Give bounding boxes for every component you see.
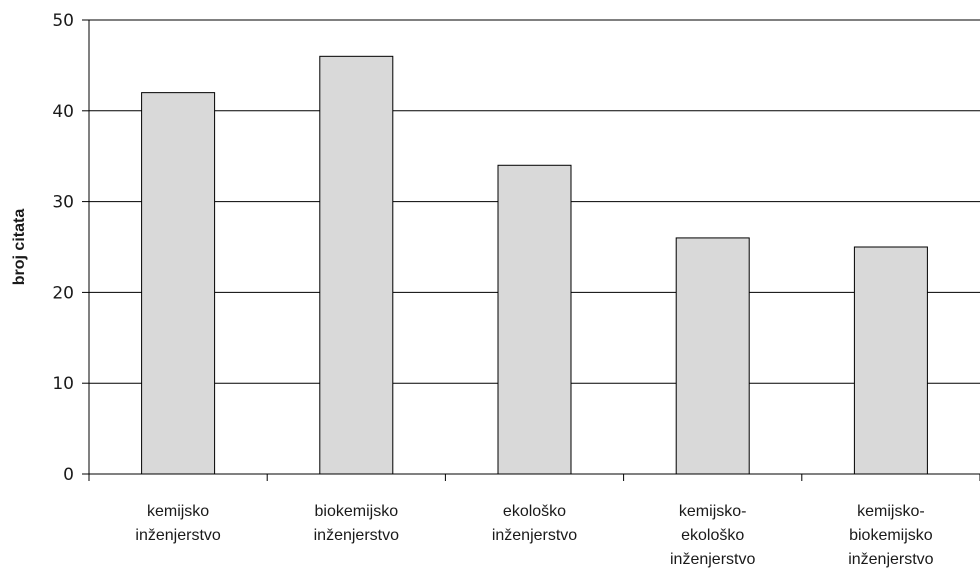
axes (82, 19, 980, 481)
x-category-label: kemijsko-biokemijsko inženjerstvo (848, 503, 933, 568)
x-category-label-line: inženjerstvo (848, 551, 933, 568)
x-category-label: biokemijsko inženjerstvo (314, 503, 399, 544)
bar (497, 164, 572, 475)
bar (853, 246, 928, 475)
y-tick-label: 20 (52, 283, 74, 303)
x-category-label: ekološko inženjerstvo (492, 503, 577, 544)
x-category-label-line: inženjerstvo (135, 527, 220, 544)
y-tick-label: 50 (52, 11, 74, 31)
x-category-label-line: inženjerstvo (670, 551, 755, 568)
bars (141, 55, 928, 475)
x-category-label-line: ekološko (681, 527, 744, 544)
x-category-labels: kemijsko inženjerstvo biokemijsko inženjers… (135, 503, 933, 568)
y-axis-title: broj citata (11, 209, 28, 286)
x-category-label-line: inženjerstvo (314, 527, 399, 544)
y-tick-label: 40 (52, 102, 74, 122)
x-category-label: kemijsko-ekološko inženjerstvo (670, 503, 755, 568)
x-category-label-line: kemijsko- (857, 503, 925, 520)
y-tick-label: 0 (63, 465, 74, 485)
x-category-label-line: biokemijsko (849, 527, 933, 544)
bar (675, 237, 750, 475)
x-category-label-line: kemijsko- (679, 503, 747, 520)
x-category-label-line: inženjerstvo (492, 527, 577, 544)
x-category-label-line: biokemijsko (315, 503, 399, 520)
x-category-label-line: kemijsko (147, 503, 209, 520)
y-tick-labels: 0 10 20 30 40 50 (52, 11, 74, 485)
y-tick-label: 10 (52, 374, 74, 394)
x-category-label: kemijsko inženjerstvo (135, 503, 220, 544)
x-category-label-line: ekološko (503, 503, 566, 520)
bar (141, 92, 216, 475)
y-tick-label: 30 (52, 193, 74, 213)
bar (319, 55, 394, 475)
